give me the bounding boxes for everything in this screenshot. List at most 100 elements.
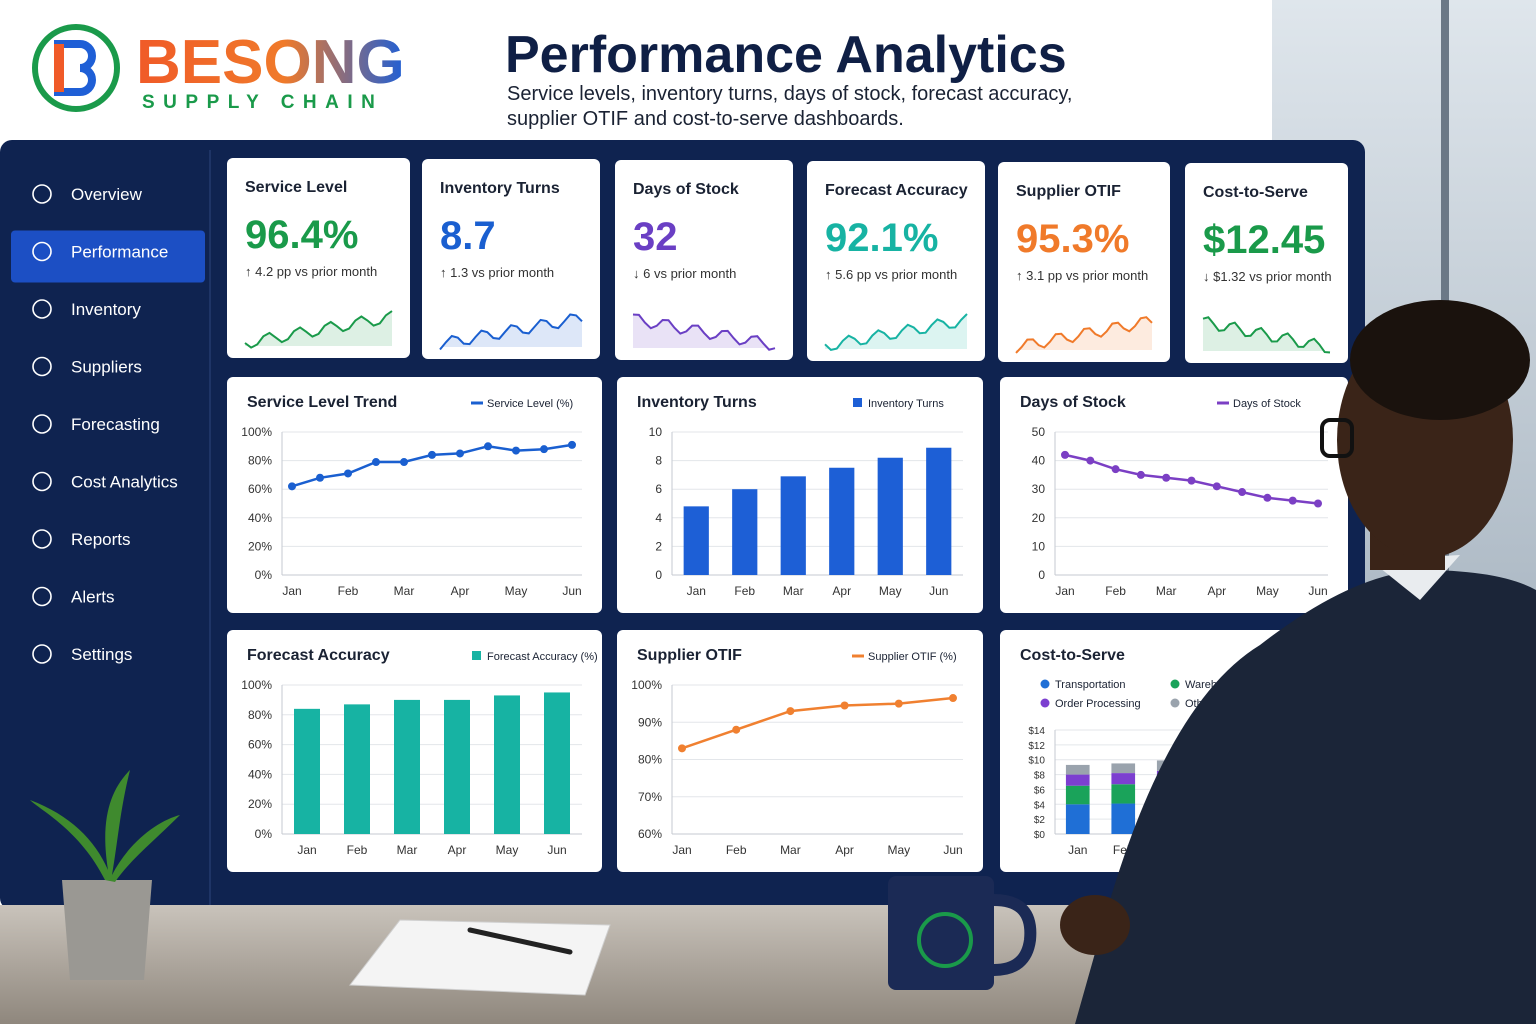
point (1136, 470, 1145, 479)
kpi-card (422, 159, 600, 359)
nav-icon (32, 586, 52, 607)
chart-card (1000, 377, 1348, 613)
x-tick-label: May (879, 584, 902, 598)
brand: BESONG (136, 28, 405, 97)
x-tick-label: Jan (672, 843, 691, 857)
point (678, 744, 686, 753)
y-tick-label: 0 (655, 568, 662, 582)
kpi-title: Supplier OTIF (1016, 183, 1121, 200)
point (1314, 499, 1322, 508)
kpi-delta: ↑ 4.2 pp vs prior month (245, 264, 377, 279)
bar (444, 699, 470, 834)
kpi-value: 95.3% (1016, 217, 1129, 261)
y-tick-label: 60% (248, 738, 272, 752)
bar-segment (1111, 773, 1136, 785)
point (372, 458, 380, 467)
bar (829, 467, 855, 575)
y-tick-label: 0% (255, 827, 273, 841)
kpi-title: Service Level (245, 179, 347, 196)
point (1187, 476, 1196, 485)
y-tick-label: $4 (1034, 800, 1046, 811)
nav-item: Overview (71, 185, 143, 204)
kpi-card (998, 162, 1170, 362)
bar-segment (1111, 803, 1136, 834)
kpi-title: Inventory Turns (440, 180, 560, 197)
x-tick-label: Feb (734, 584, 755, 598)
point (512, 446, 520, 455)
nav-icon (32, 414, 52, 434)
kpi-value: $12.45 (1203, 218, 1325, 262)
kpi-value: 92.1% (825, 216, 938, 260)
y-tick-label: 100% (631, 678, 662, 692)
legend-swatch (1170, 698, 1180, 708)
point (344, 469, 352, 478)
x-tick-label: Jan (297, 843, 316, 857)
person-glasses (1320, 418, 1354, 458)
x-tick-label: Apr (835, 843, 854, 857)
logo-bar (54, 44, 64, 92)
person-hand (1060, 895, 1130, 955)
bar-segment (1065, 804, 1090, 834)
nav-icon (32, 529, 52, 549)
kpi-card (1185, 163, 1348, 363)
y-tick-label: 0% (255, 568, 273, 582)
tagline: SUPPLY CHAIN (142, 92, 383, 113)
bar (494, 695, 520, 834)
kpi-title: Forecast Accuracy (825, 182, 968, 199)
point (1238, 488, 1247, 497)
page-title: Performance Analytics (505, 26, 1067, 84)
kpi-value: 8.7 (440, 214, 496, 258)
chart-title: Forecast Accuracy (247, 647, 390, 664)
y-tick-label: 90% (638, 715, 662, 729)
x-tick-label: May (496, 843, 519, 857)
point (540, 445, 548, 454)
nav-icon (32, 241, 52, 262)
bar (732, 489, 758, 575)
y-tick-label: 60% (638, 827, 662, 841)
legend-swatch (1040, 679, 1050, 689)
nav-icon (32, 356, 52, 377)
y-tick-label: $0 (1034, 830, 1046, 841)
kpi-sparkline (824, 313, 968, 351)
kpi-sparkline-area (245, 311, 392, 348)
legend-swatch (853, 398, 862, 407)
point (1263, 493, 1272, 502)
y-tick-label: 6 (655, 482, 662, 496)
pen (467, 927, 573, 955)
legend-label: Order Processing (1055, 698, 1141, 710)
legend-swatch (1170, 679, 1180, 689)
y-tick-label: 80% (248, 454, 272, 468)
chart-title: Service Level Trend (247, 394, 397, 411)
line (681, 696, 954, 750)
y-tick-label: 8 (655, 454, 662, 468)
point (428, 450, 436, 459)
legend-label: Forecast Accuracy (%) (487, 651, 598, 663)
chart-title: Days of Stock (1020, 394, 1126, 411)
kpi-delta: ↓ $1.32 vs prior month (1203, 269, 1332, 284)
kpi-sparkline (1202, 316, 1331, 354)
bar (544, 692, 570, 834)
y-tick-label: 100% (241, 425, 272, 439)
x-tick-label: May (887, 843, 910, 857)
x-tick-label: Feb (338, 584, 359, 598)
nav-item: Alerts (71, 588, 114, 607)
x-tick-label: Jun (547, 843, 566, 857)
kpi-sparkline-area (825, 314, 967, 350)
kpi-card (807, 161, 985, 361)
x-tick-label: Mar (397, 843, 418, 857)
x-tick-label: Apr (451, 584, 470, 598)
x-tick-label: Jan (687, 584, 706, 598)
kpi-delta: ↑ 5.6 pp vs prior month (825, 267, 957, 282)
kpi-sparkline (632, 313, 776, 351)
notebook (349, 919, 611, 996)
kpi-delta: ↑ 1.3 vs prior month (440, 265, 554, 280)
x-tick-label: Jun (943, 843, 962, 857)
bar (344, 704, 370, 834)
legend-label: Inventory Turns (868, 398, 944, 410)
point (484, 442, 492, 451)
mug (888, 876, 994, 990)
x-tick-label: Mar (783, 584, 804, 598)
nav-item: Cost Analytics (71, 473, 178, 492)
